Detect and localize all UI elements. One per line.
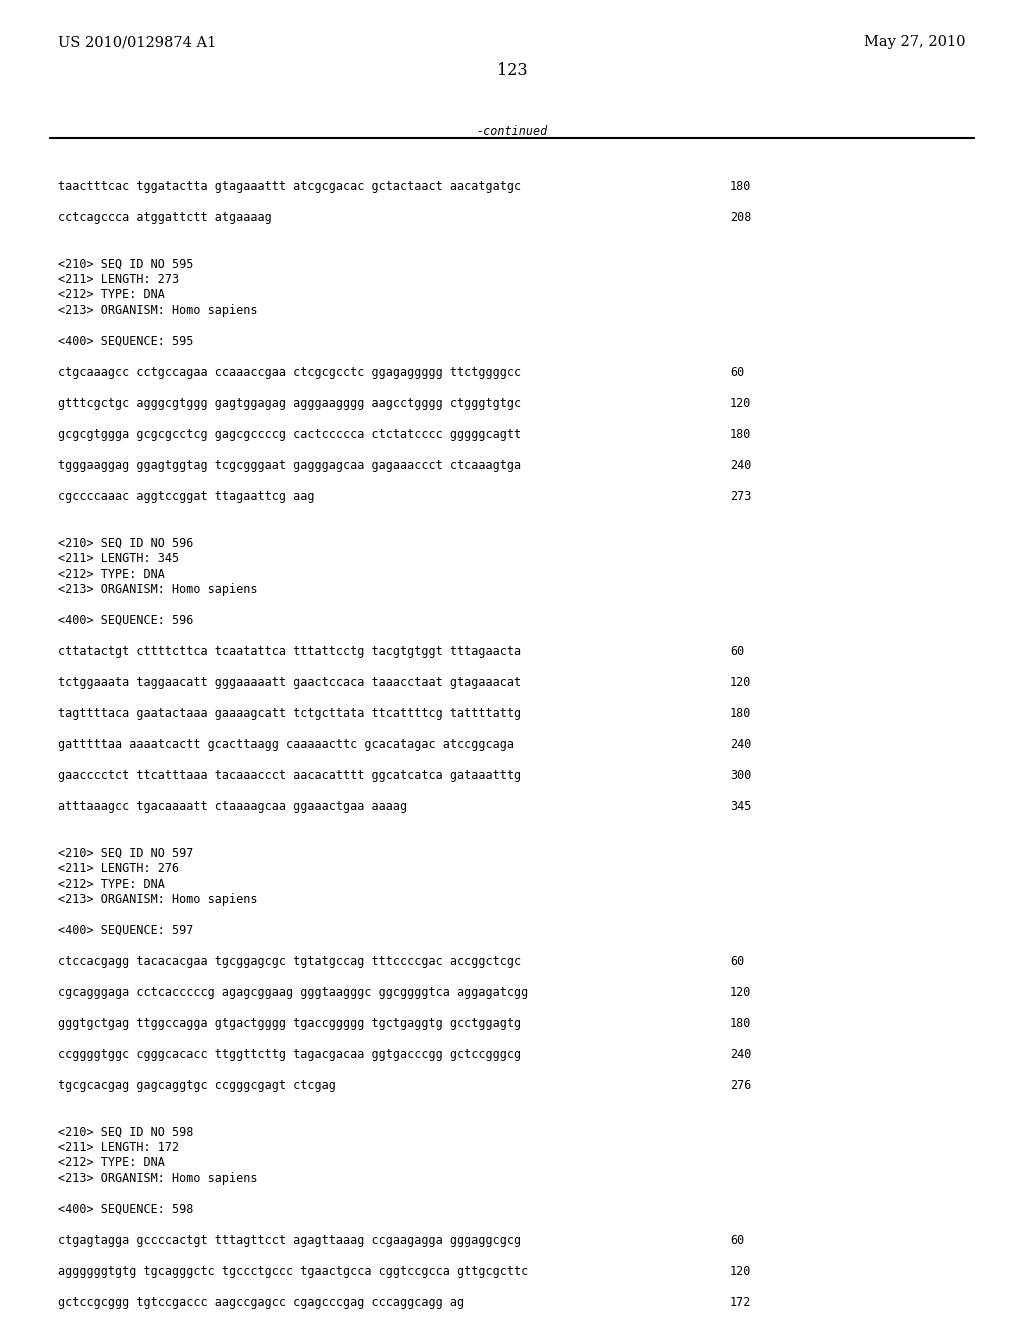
Text: 240: 240 <box>730 738 752 751</box>
Text: May 27, 2010: May 27, 2010 <box>864 36 966 49</box>
Text: cgccccaaac aggtccggat ttagaattcg aag: cgccccaaac aggtccggat ttagaattcg aag <box>58 490 314 503</box>
Text: US 2010/0129874 A1: US 2010/0129874 A1 <box>58 36 216 49</box>
Text: <212> TYPE: DNA: <212> TYPE: DNA <box>58 878 165 891</box>
Text: 60: 60 <box>730 954 744 968</box>
Text: <400> SEQUENCE: 598: <400> SEQUENCE: 598 <box>58 1203 194 1216</box>
Text: 120: 120 <box>730 397 752 411</box>
Text: <213> ORGANISM: Homo sapiens: <213> ORGANISM: Homo sapiens <box>58 304 257 317</box>
Text: 60: 60 <box>730 1234 744 1247</box>
Text: tagttttaca gaatactaaa gaaaagcatt tctgcttata ttcattttcg tattttattg: tagttttaca gaatactaaa gaaaagcatt tctgctt… <box>58 708 521 719</box>
Text: <212> TYPE: DNA: <212> TYPE: DNA <box>58 289 165 301</box>
Text: gctccgcggg tgtccgaccc aagccgagcc cgagcccgag cccaggcagg ag: gctccgcggg tgtccgaccc aagccgagcc cgagccc… <box>58 1296 464 1309</box>
Text: 60: 60 <box>730 366 744 379</box>
Text: <211> LENGTH: 273: <211> LENGTH: 273 <box>58 273 179 286</box>
Text: -continued: -continued <box>476 125 548 139</box>
Text: 276: 276 <box>730 1078 752 1092</box>
Text: gcgcgtggga gcgcgcctcg gagcgccccg cactccccca ctctatcccc gggggcagtt: gcgcgtggga gcgcgcctcg gagcgccccg cactccc… <box>58 428 521 441</box>
Text: gggtgctgag ttggccagga gtgactgggg tgaccggggg tgctgaggtg gcctggagtg: gggtgctgag ttggccagga gtgactgggg tgaccgg… <box>58 1016 521 1030</box>
Text: tgggaaggag ggagtggtag tcgcgggaat gagggagcaa gagaaaccct ctcaaagtga: tgggaaggag ggagtggtag tcgcgggaat gagggag… <box>58 459 521 473</box>
Text: <211> LENGTH: 172: <211> LENGTH: 172 <box>58 1140 179 1154</box>
Text: <210> SEQ ID NO 598: <210> SEQ ID NO 598 <box>58 1126 194 1138</box>
Text: cttatactgt cttttcttca tcaatattca tttattcctg tacgtgtggt tttagaacta: cttatactgt cttttcttca tcaatattca tttattc… <box>58 645 521 657</box>
Text: 123: 123 <box>497 62 527 79</box>
Text: atttaaagcc tgacaaaatt ctaaaagcaa ggaaactgaa aaaag: atttaaagcc tgacaaaatt ctaaaagcaa ggaaact… <box>58 800 408 813</box>
Text: ccggggtggc cgggcacacc ttggttcttg tagacgacaa ggtgacccgg gctccgggcg: ccggggtggc cgggcacacc ttggttcttg tagacga… <box>58 1048 521 1061</box>
Text: <400> SEQUENCE: 595: <400> SEQUENCE: 595 <box>58 335 194 348</box>
Text: 180: 180 <box>730 708 752 719</box>
Text: cgcagggaga cctcacccccg agagcggaag gggtaagggc ggcggggtca aggagatcgg: cgcagggaga cctcacccccg agagcggaag gggtaa… <box>58 986 528 999</box>
Text: 345: 345 <box>730 800 752 813</box>
Text: 120: 120 <box>730 1265 752 1278</box>
Text: <212> TYPE: DNA: <212> TYPE: DNA <box>58 568 165 581</box>
Text: gtttcgctgc agggcgtggg gagtggagag agggaagggg aagcctgggg ctgggtgtgc: gtttcgctgc agggcgtggg gagtggagag agggaag… <box>58 397 521 411</box>
Text: 60: 60 <box>730 645 744 657</box>
Text: <210> SEQ ID NO 597: <210> SEQ ID NO 597 <box>58 846 194 859</box>
Text: 300: 300 <box>730 770 752 781</box>
Text: <213> ORGANISM: Homo sapiens: <213> ORGANISM: Homo sapiens <box>58 894 257 906</box>
Text: <210> SEQ ID NO 595: <210> SEQ ID NO 595 <box>58 257 194 271</box>
Text: 172: 172 <box>730 1296 752 1309</box>
Text: ctgcaaagcc cctgccagaa ccaaaccgaa ctcgcgcctc ggagaggggg ttctggggcc: ctgcaaagcc cctgccagaa ccaaaccgaa ctcgcgc… <box>58 366 521 379</box>
Text: 180: 180 <box>730 428 752 441</box>
Text: aggggggtgtg tgcagggctc tgccctgccc tgaactgcca cggtccgcca gttgcgcttc: aggggggtgtg tgcagggctc tgccctgccc tgaact… <box>58 1265 528 1278</box>
Text: 240: 240 <box>730 1048 752 1061</box>
Text: <210> SEQ ID NO 596: <210> SEQ ID NO 596 <box>58 536 194 549</box>
Text: <213> ORGANISM: Homo sapiens: <213> ORGANISM: Homo sapiens <box>58 1172 257 1185</box>
Text: taactttcac tggatactta gtagaaattt atcgcgacac gctactaact aacatgatgc: taactttcac tggatactta gtagaaattt atcgcga… <box>58 180 521 193</box>
Text: ctgagtagga gccccactgt tttagttcct agagttaaag ccgaagagga gggaggcgcg: ctgagtagga gccccactgt tttagttcct agagtta… <box>58 1234 521 1247</box>
Text: 273: 273 <box>730 490 752 503</box>
Text: <212> TYPE: DNA: <212> TYPE: DNA <box>58 1156 165 1170</box>
Text: <211> LENGTH: 276: <211> LENGTH: 276 <box>58 862 179 875</box>
Text: cctcagccca atggattctt atgaaaag: cctcagccca atggattctt atgaaaag <box>58 211 271 224</box>
Text: ctccacgagg tacacacgaa tgcggagcgc tgtatgccag tttccccgac accggctcgc: ctccacgagg tacacacgaa tgcggagcgc tgtatgc… <box>58 954 521 968</box>
Text: 120: 120 <box>730 986 752 999</box>
Text: tgcgcacgag gagcaggtgc ccgggcgagt ctcgag: tgcgcacgag gagcaggtgc ccgggcgagt ctcgag <box>58 1078 336 1092</box>
Text: 240: 240 <box>730 459 752 473</box>
Text: <400> SEQUENCE: 596: <400> SEQUENCE: 596 <box>58 614 194 627</box>
Text: 180: 180 <box>730 1016 752 1030</box>
Text: <400> SEQUENCE: 597: <400> SEQUENCE: 597 <box>58 924 194 937</box>
Text: 180: 180 <box>730 180 752 193</box>
Text: tctggaaata taggaacatt gggaaaaatt gaactccaca taaacctaat gtagaaacat: tctggaaata taggaacatt gggaaaaatt gaactcc… <box>58 676 521 689</box>
Text: <211> LENGTH: 345: <211> LENGTH: 345 <box>58 552 179 565</box>
Text: 120: 120 <box>730 676 752 689</box>
Text: <213> ORGANISM: Homo sapiens: <213> ORGANISM: Homo sapiens <box>58 583 257 597</box>
Text: gaacccctct ttcatttaaa tacaaaccct aacacatttt ggcatcatca gataaatttg: gaacccctct ttcatttaaa tacaaaccct aacacat… <box>58 770 521 781</box>
Text: gatttttaa aaaatcactt gcacttaagg caaaaacttc gcacatagac atccggcaga: gatttttaa aaaatcactt gcacttaagg caaaaact… <box>58 738 514 751</box>
Text: 208: 208 <box>730 211 752 224</box>
